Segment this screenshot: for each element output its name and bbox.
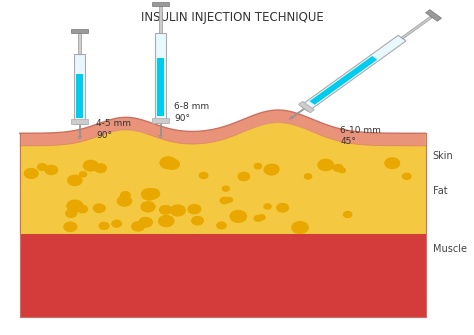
- Polygon shape: [157, 58, 164, 116]
- Circle shape: [141, 202, 155, 212]
- Circle shape: [385, 158, 400, 169]
- Circle shape: [258, 215, 265, 220]
- Polygon shape: [401, 16, 432, 39]
- Polygon shape: [76, 74, 83, 118]
- Circle shape: [77, 205, 88, 213]
- Circle shape: [68, 175, 82, 186]
- Polygon shape: [301, 35, 406, 112]
- Polygon shape: [72, 120, 88, 124]
- Circle shape: [200, 173, 208, 179]
- Polygon shape: [78, 33, 81, 54]
- Circle shape: [24, 169, 38, 178]
- Text: 6-10 mm
45°: 6-10 mm 45°: [340, 126, 381, 146]
- Circle shape: [264, 164, 279, 175]
- Polygon shape: [426, 10, 442, 21]
- Circle shape: [264, 204, 271, 209]
- Text: INSULIN INJECTION TECHNIQUE: INSULIN INJECTION TECHNIQUE: [141, 11, 323, 24]
- Polygon shape: [292, 108, 305, 118]
- Polygon shape: [20, 123, 426, 234]
- Circle shape: [94, 164, 107, 173]
- Circle shape: [238, 172, 250, 181]
- Text: 6-8 mm
90°: 6-8 mm 90°: [174, 102, 210, 123]
- Bar: [20, 134, 426, 234]
- Polygon shape: [289, 117, 293, 119]
- Circle shape: [142, 189, 157, 200]
- Circle shape: [292, 222, 308, 233]
- Polygon shape: [74, 54, 85, 124]
- Polygon shape: [152, 119, 169, 123]
- Circle shape: [339, 168, 346, 173]
- Circle shape: [112, 220, 121, 227]
- Circle shape: [318, 159, 334, 171]
- Circle shape: [64, 222, 77, 231]
- Circle shape: [83, 160, 98, 171]
- Circle shape: [159, 216, 174, 226]
- Circle shape: [66, 210, 77, 217]
- Circle shape: [67, 200, 83, 212]
- Circle shape: [139, 217, 152, 227]
- Circle shape: [267, 164, 279, 173]
- Circle shape: [188, 205, 201, 214]
- Circle shape: [226, 197, 232, 202]
- Polygon shape: [310, 56, 377, 105]
- Circle shape: [37, 164, 47, 170]
- Circle shape: [230, 210, 246, 222]
- Circle shape: [79, 172, 87, 177]
- Circle shape: [277, 203, 289, 212]
- Text: Fat: Fat: [432, 186, 447, 196]
- Polygon shape: [160, 123, 161, 135]
- Circle shape: [121, 192, 130, 199]
- Circle shape: [93, 204, 105, 212]
- Text: Skin: Skin: [432, 151, 453, 161]
- Circle shape: [222, 186, 229, 191]
- Text: Muscle: Muscle: [432, 244, 466, 254]
- Circle shape: [99, 222, 109, 229]
- Polygon shape: [79, 124, 81, 136]
- Circle shape: [217, 222, 226, 229]
- Circle shape: [220, 197, 229, 204]
- Polygon shape: [72, 29, 88, 33]
- Polygon shape: [299, 101, 314, 113]
- Circle shape: [344, 211, 352, 217]
- Circle shape: [160, 157, 176, 169]
- Bar: [20, 234, 426, 317]
- Polygon shape: [155, 33, 166, 123]
- Circle shape: [333, 164, 343, 172]
- Text: 4-5 mm
90°: 4-5 mm 90°: [96, 119, 131, 140]
- Circle shape: [304, 174, 312, 179]
- Circle shape: [170, 205, 185, 216]
- Circle shape: [132, 222, 145, 231]
- Circle shape: [45, 165, 57, 175]
- Circle shape: [146, 189, 160, 199]
- Circle shape: [118, 196, 131, 206]
- Polygon shape: [78, 136, 82, 139]
- Polygon shape: [20, 110, 426, 146]
- Circle shape: [254, 215, 262, 221]
- Polygon shape: [159, 6, 162, 33]
- Circle shape: [192, 216, 203, 225]
- Polygon shape: [152, 2, 169, 6]
- Circle shape: [402, 173, 411, 180]
- Polygon shape: [159, 135, 162, 138]
- Circle shape: [165, 159, 179, 169]
- Circle shape: [160, 205, 172, 214]
- Circle shape: [254, 163, 262, 169]
